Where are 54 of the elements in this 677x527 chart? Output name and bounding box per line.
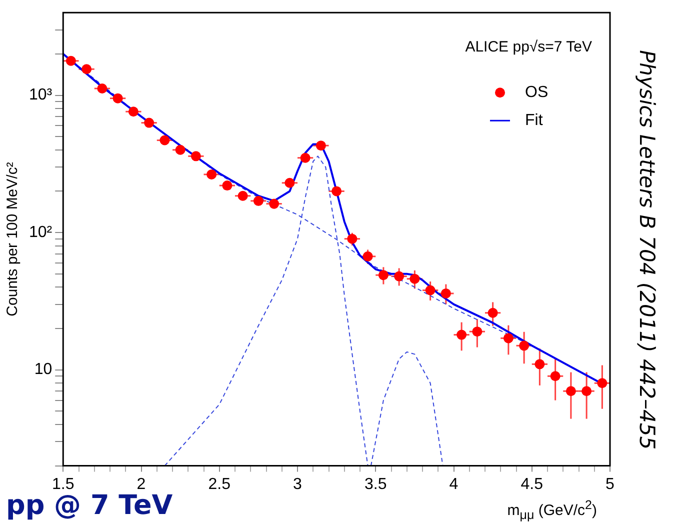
x-tick-label: 1.5 bbox=[52, 476, 74, 493]
point bbox=[332, 186, 342, 196]
point bbox=[82, 64, 92, 74]
point bbox=[582, 386, 592, 396]
annotation: ALICE pp√s=7 TeV bbox=[465, 38, 592, 56]
legend-label: Fit bbox=[525, 112, 544, 130]
point bbox=[440, 288, 451, 298]
point bbox=[472, 326, 482, 337]
legend-label: OS bbox=[525, 84, 548, 102]
point bbox=[550, 371, 560, 382]
point bbox=[488, 308, 498, 318]
point bbox=[425, 285, 436, 296]
point bbox=[519, 340, 530, 351]
point bbox=[316, 140, 326, 151]
point bbox=[128, 106, 138, 117]
y-tick-label: 10² bbox=[29, 224, 53, 241]
y-axis-title: Counts per 100 MeV/c² bbox=[4, 162, 22, 316]
point bbox=[410, 274, 420, 284]
point bbox=[597, 378, 608, 388]
x-tick-label: 4.5 bbox=[520, 476, 544, 493]
point bbox=[269, 198, 280, 209]
x-tick-label: 3.5 bbox=[364, 476, 387, 493]
point bbox=[284, 178, 295, 188]
x-tick-label: 3 bbox=[293, 476, 302, 493]
x-axis-title: m$_{μμ}$ (GeV/c$^{2}$) bbox=[507, 498, 597, 522]
point bbox=[378, 270, 388, 280]
point bbox=[362, 251, 373, 262]
text: pp @ 7 TeV bbox=[6, 490, 173, 521]
x-tick-label: 5 bbox=[606, 476, 615, 493]
line-series bbox=[370, 351, 444, 466]
point bbox=[503, 333, 514, 344]
y-tick-label: 10 bbox=[34, 361, 52, 378]
point bbox=[190, 151, 201, 162]
point bbox=[300, 152, 310, 163]
point bbox=[66, 56, 76, 66]
point bbox=[394, 271, 404, 282]
point bbox=[534, 359, 545, 370]
x-tick-label: 2 bbox=[136, 476, 146, 493]
point bbox=[112, 93, 123, 104]
point bbox=[175, 144, 186, 155]
point bbox=[97, 84, 108, 94]
point bbox=[222, 180, 232, 191]
point bbox=[253, 196, 264, 206]
point bbox=[238, 190, 248, 201]
point bbox=[456, 330, 467, 340]
point bbox=[144, 118, 154, 128]
x-tick-label: 2.5 bbox=[208, 476, 231, 493]
point bbox=[347, 234, 358, 244]
point bbox=[206, 169, 217, 180]
point bbox=[160, 135, 170, 146]
point bbox=[566, 386, 576, 396]
y-tick-label: 10³ bbox=[29, 86, 53, 104]
x-tick-label: 4 bbox=[449, 476, 458, 493]
text: Physics Letters B 704 (2011) 442–455 bbox=[634, 49, 660, 452]
